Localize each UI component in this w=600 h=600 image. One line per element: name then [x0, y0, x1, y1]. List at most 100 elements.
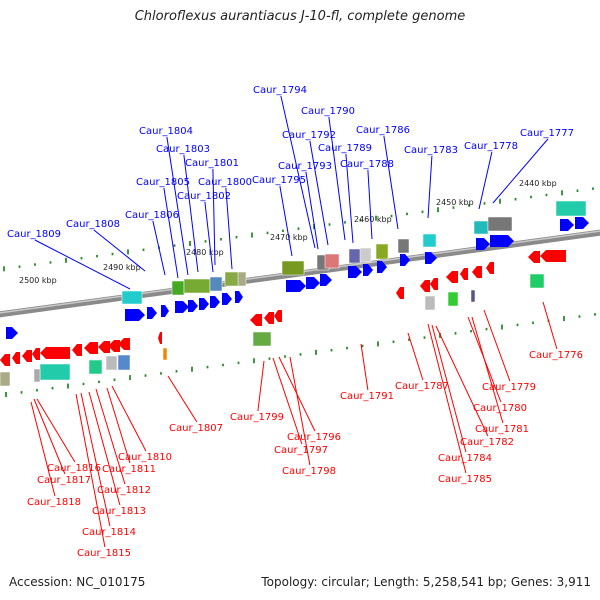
gene-label[interactable]: Caur_1786 [356, 125, 410, 136]
gene-label[interactable]: Caur_1782 [460, 437, 514, 448]
leader-line [88, 391, 121, 506]
leader-line [345, 153, 354, 244]
reverse-gene-arrow[interactable] [40, 347, 70, 359]
gene-label[interactable]: Caur_1780 [473, 403, 527, 414]
forward-gene-arrow[interactable] [188, 300, 198, 312]
leader-line [492, 138, 549, 204]
leader-line [225, 187, 233, 270]
gene-label[interactable]: Caur_1793 [278, 161, 332, 172]
forward-gene-arrow[interactable] [400, 254, 410, 266]
forward-gene-arrow[interactable] [235, 291, 243, 303]
leader-line [167, 375, 198, 423]
gene-label[interactable]: Caur_1785 [438, 474, 492, 485]
gene-label[interactable]: Caur_1812 [97, 485, 151, 496]
gene-label[interactable]: Caur_1787 [395, 381, 449, 392]
forward-gene-arrow[interactable] [320, 274, 332, 286]
gene-label[interactable]: Caur_1794 [253, 85, 307, 96]
feature-box [487, 216, 513, 232]
gene-label[interactable]: Caur_1779 [482, 382, 536, 393]
forward-gene-arrow[interactable] [286, 280, 306, 292]
forward-gene-arrow[interactable] [199, 298, 209, 310]
reverse-gene-arrow[interactable] [396, 287, 404, 299]
forward-gene-arrow[interactable] [425, 252, 437, 264]
forward-gene-arrow[interactable] [560, 219, 574, 231]
gene-label[interactable]: Caur_1788 [340, 159, 394, 170]
reverse-gene-arrow[interactable] [430, 278, 438, 290]
gene-label[interactable]: Caur_1802 [177, 191, 231, 202]
reverse-gene-arrow[interactable] [472, 266, 482, 278]
gene-label[interactable]: Caur_1791 [340, 391, 394, 402]
gene-label[interactable]: Caur_1816 [47, 463, 101, 474]
gene-label[interactable]: Caur_1815 [77, 548, 131, 559]
reverse-gene-arrow[interactable] [250, 314, 262, 326]
gene-label[interactable]: Caur_1807 [169, 423, 223, 434]
gene-label[interactable]: Caur_1800 [198, 177, 252, 188]
gene-label[interactable]: Caur_1790 [301, 106, 355, 117]
gene-label[interactable]: Caur_1803 [156, 144, 210, 155]
gene-label[interactable]: Caur_1799 [230, 412, 284, 423]
gene-label[interactable]: Caur_1776 [529, 350, 583, 361]
gene-label[interactable]: Caur_1805 [136, 177, 190, 188]
forward-gene-arrow[interactable] [377, 261, 387, 273]
gene-label[interactable]: Caur_1798 [282, 466, 336, 477]
feature-box [0, 371, 11, 387]
reverse-gene-arrow[interactable] [72, 344, 82, 356]
gene-label[interactable]: Caur_1808 [66, 219, 120, 230]
gene-label[interactable]: Caur_1796 [287, 432, 341, 443]
reverse-gene-arrow[interactable] [446, 271, 458, 283]
forward-gene-arrow[interactable] [161, 305, 169, 317]
gene-label[interactable]: Caur_1813 [92, 506, 146, 517]
forward-gene-arrow[interactable] [210, 296, 220, 308]
reverse-gene-arrow[interactable] [486, 262, 494, 274]
reverse-gene-arrow[interactable] [0, 354, 10, 366]
gene-label[interactable]: Caur_1811 [102, 464, 156, 475]
gene-label[interactable]: Caur_1795 [252, 175, 306, 186]
forward-gene-arrow[interactable] [575, 217, 589, 229]
reverse-gene-arrow[interactable] [274, 310, 282, 322]
reverse-gene-arrow[interactable] [158, 332, 162, 344]
gene-label[interactable]: Caur_1810 [118, 452, 172, 463]
gene-label[interactable]: Caur_1806 [125, 210, 179, 221]
forward-gene-arrow[interactable] [348, 266, 362, 278]
reverse-gene-arrow[interactable] [22, 350, 32, 362]
forward-gene-arrow[interactable] [6, 327, 18, 339]
gene-label[interactable]: Caur_1789 [318, 143, 372, 154]
reverse-gene-arrow[interactable] [12, 352, 20, 364]
forward-gene-arrow[interactable] [476, 238, 490, 250]
leader-line [305, 171, 319, 250]
reverse-gene-arrow[interactable] [420, 280, 430, 292]
gene-label[interactable]: Caur_1801 [185, 158, 239, 169]
reverse-gene-arrow[interactable] [84, 342, 98, 354]
gene-label[interactable]: Caur_1818 [27, 497, 81, 508]
reverse-gene-arrow[interactable] [108, 340, 120, 352]
reverse-gene-arrow[interactable] [32, 348, 40, 360]
forward-gene-arrow[interactable] [125, 309, 145, 321]
gene-label[interactable]: Caur_1777 [520, 128, 574, 139]
gene-label[interactable]: Caur_1804 [139, 126, 193, 137]
reverse-gene-arrow[interactable] [460, 268, 468, 280]
reverse-gene-arrow[interactable] [98, 341, 110, 353]
forward-gene-arrow[interactable] [222, 293, 232, 305]
gene-label[interactable]: Caur_1783 [404, 145, 458, 156]
leader-line [163, 187, 179, 279]
reverse-gene-arrow[interactable] [528, 251, 540, 263]
leader-line [111, 385, 147, 452]
forward-gene-arrow[interactable] [147, 307, 157, 319]
gene-label[interactable]: Caur_1817 [37, 475, 91, 486]
gene-label[interactable]: Caur_1797 [274, 445, 328, 456]
forward-gene-arrow[interactable] [175, 301, 189, 313]
reverse-strand-genes [0, 250, 566, 366]
reverse-gene-arrow[interactable] [540, 250, 566, 262]
forward-gene-arrow[interactable] [490, 235, 514, 247]
gene-label[interactable]: Caur_1814 [82, 527, 136, 538]
gene-label[interactable]: Caur_1781 [475, 424, 529, 435]
forward-gene-arrow[interactable] [306, 277, 320, 289]
gene-label[interactable]: Caur_1784 [438, 453, 492, 464]
forward-gene-arrow[interactable] [363, 264, 373, 276]
reverse-gene-arrow[interactable] [118, 338, 130, 350]
gene-label[interactable]: Caur_1778 [464, 141, 518, 152]
gene-label[interactable]: Caur_1792 [282, 130, 336, 141]
reverse-gene-arrow[interactable] [264, 312, 274, 324]
feature-box [39, 363, 71, 381]
gene-label[interactable]: Caur_1809 [7, 229, 61, 240]
